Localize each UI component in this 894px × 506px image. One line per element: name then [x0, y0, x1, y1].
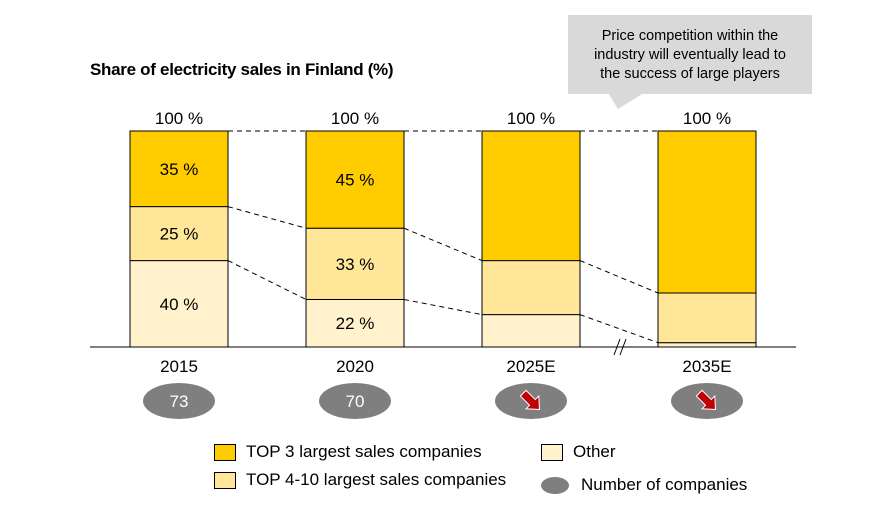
data-label: 45 %	[336, 171, 375, 190]
total-label: 100 %	[683, 109, 731, 128]
bar-segment	[129, 260, 229, 348]
legend-swatch-other	[541, 443, 563, 461]
connector-line	[227, 260, 307, 300]
bar-segment	[305, 227, 405, 300]
callout-line: the success of large players	[600, 66, 780, 82]
bar-segment	[481, 260, 581, 316]
bar-segment	[481, 130, 581, 262]
connector-line	[403, 298, 483, 316]
axis-break-mark	[619, 338, 627, 356]
bar-segment	[129, 206, 229, 262]
companies-bubble	[143, 383, 215, 419]
data-label: 40 %	[160, 295, 199, 314]
data-label: 22 %	[336, 314, 375, 333]
bar-segment	[129, 130, 229, 208]
companies-count: 70	[346, 392, 365, 411]
data-label: 33 %	[336, 255, 375, 274]
data-label: 25 %	[160, 225, 199, 244]
legend-swatch-top4-10	[214, 471, 236, 489]
legend-swatch-top3	[214, 443, 236, 461]
legend-marker-companies	[541, 476, 569, 494]
connector-line	[403, 227, 483, 262]
decrease-arrow-icon	[695, 389, 717, 411]
legend-item-top4-10: TOP 4-10 largest sales companies	[214, 470, 506, 490]
total-label: 100 %	[331, 109, 379, 128]
total-label: 100 %	[507, 109, 555, 128]
companies-count: 73	[170, 392, 189, 411]
legend-item-top3: TOP 3 largest sales companies	[214, 442, 482, 462]
callout-line: industry will eventually lead to	[594, 47, 786, 63]
x-tick-label: 2015	[160, 357, 198, 376]
callout-box	[568, 15, 812, 94]
connector-line	[227, 206, 307, 229]
bar-segment	[657, 342, 757, 348]
bar-segment	[305, 298, 405, 348]
x-tick-label: 2025E	[506, 357, 555, 376]
x-tick-label: 2020	[336, 357, 374, 376]
bar-segment	[657, 292, 757, 344]
companies-bubble	[319, 383, 391, 419]
connector-line	[579, 260, 659, 294]
legend-item-companies: Number of companies	[541, 475, 747, 495]
chart-title: Share of electricity sales in Finland (%…	[90, 60, 394, 79]
data-label: 35 %	[160, 160, 199, 179]
legend-label-top4-10: TOP 4-10 largest sales companies	[246, 470, 507, 489]
total-label: 100 %	[155, 109, 203, 128]
bar-segment	[657, 130, 757, 294]
bar-segment	[305, 130, 405, 229]
callout-tail	[608, 93, 644, 109]
x-tick-label: 2035E	[682, 357, 731, 376]
bar-segment	[481, 314, 581, 348]
legend-label-other: Other	[573, 442, 616, 461]
axis-break-mark	[613, 338, 621, 356]
legend-item-other: Other	[541, 442, 616, 462]
legend-label-companies: Number of companies	[581, 475, 748, 494]
callout-line: Price competition within the	[601, 28, 779, 44]
connector-line	[579, 314, 659, 344]
legend-label-top3: TOP 3 largest sales companies	[246, 442, 482, 461]
decrease-arrow-icon	[519, 389, 541, 411]
callout-text: Price competition within the industry wi…	[568, 27, 812, 84]
